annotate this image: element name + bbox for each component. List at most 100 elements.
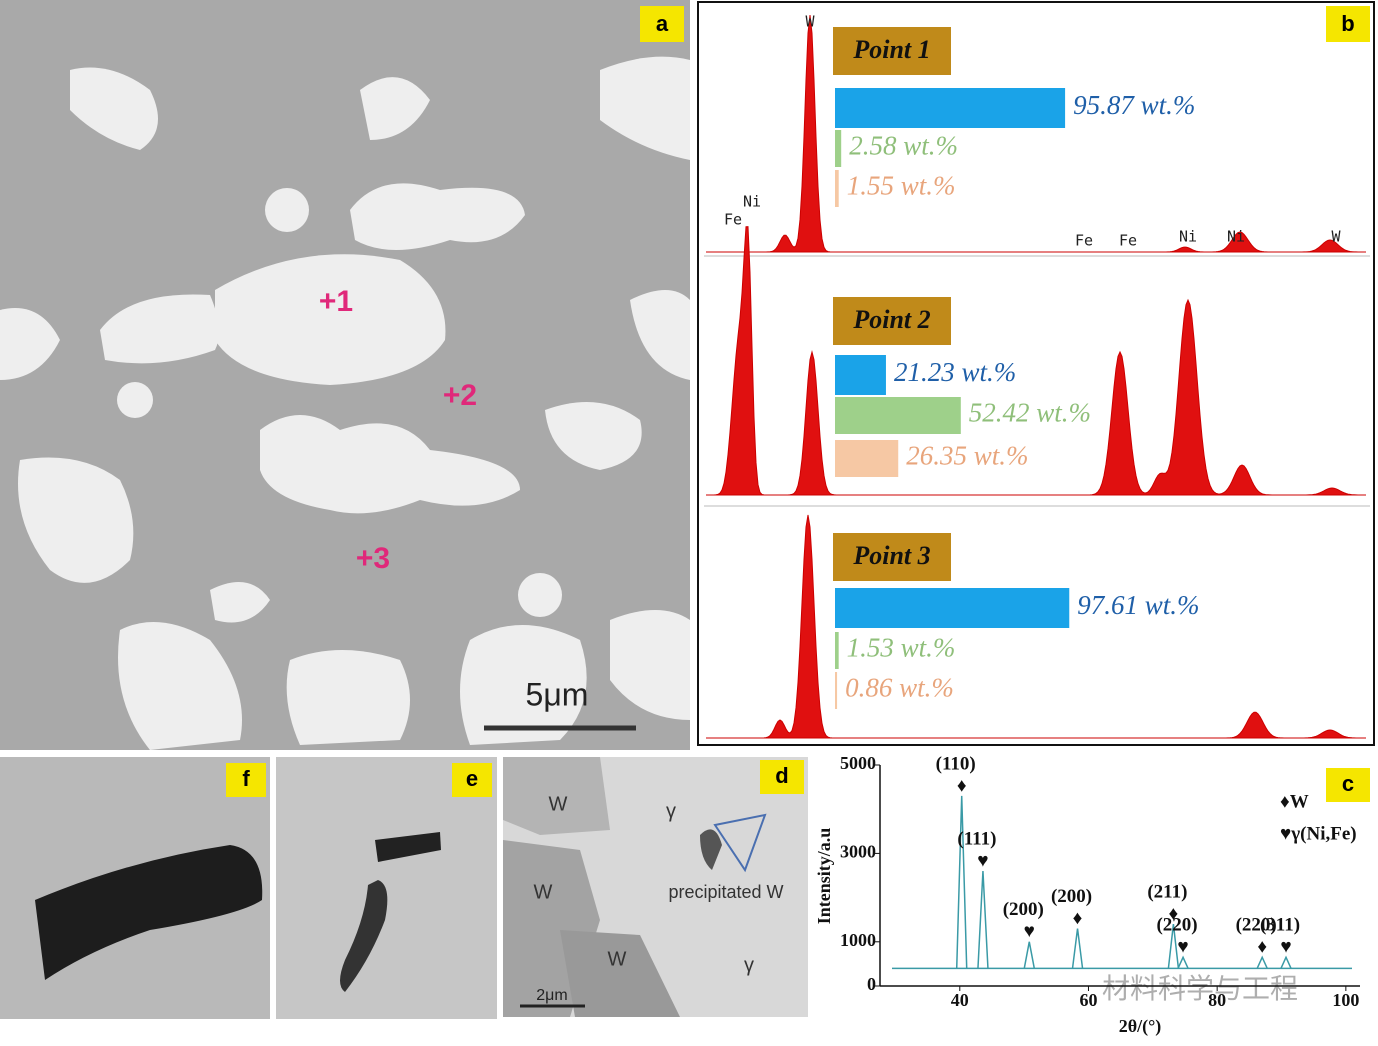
diffraction-peak <box>1177 955 1189 969</box>
diffraction-peak <box>955 795 968 969</box>
x-axis-label: 2θ/(°) <box>1119 1016 1162 1037</box>
panel-e: e <box>276 757 497 1019</box>
diffraction-peak <box>1071 928 1084 969</box>
peak-label: (220) <box>1236 915 1277 936</box>
peak-label: (111) <box>957 828 996 849</box>
value-label: 21.23 wt.% <box>894 357 1016 387</box>
panel-label-box <box>760 760 804 794</box>
x-tick-label: 100 <box>1332 990 1359 1010</box>
peak-label: (220) <box>1156 915 1197 936</box>
micrograph <box>276 757 497 1019</box>
spectrum <box>706 226 1366 496</box>
x-tick-label: 60 <box>1079 990 1097 1010</box>
value-label: 1.55 wt.% <box>847 171 956 201</box>
y-tick-label: 1000 <box>840 930 876 950</box>
element-label: Ni <box>1179 228 1197 246</box>
peak-marker: ♥ <box>1280 937 1291 958</box>
peak-marker: ♦ <box>1257 937 1267 958</box>
element-label: Fe <box>1075 232 1093 250</box>
y-axis-label: Intensity/a.u <box>814 828 834 925</box>
peak-marker: ♦ <box>1073 908 1083 929</box>
value-label: 52.42 wt.% <box>969 398 1091 428</box>
panel-label-box <box>226 763 266 797</box>
composition-bar <box>835 355 886 395</box>
composition-bar <box>835 588 1070 628</box>
panel-label: d <box>775 763 788 788</box>
annotation: precipitated W <box>668 882 783 902</box>
grain <box>560 930 680 1017</box>
particles <box>0 56 690 750</box>
composition-bar <box>835 170 839 207</box>
element-label: Fe <box>724 211 742 229</box>
element-label: W <box>1331 228 1341 246</box>
diffraction-peak <box>1280 955 1292 969</box>
y-tick-label: 3000 <box>840 842 876 862</box>
point-box <box>833 297 951 345</box>
watermark: 材料科学与工程 <box>1102 972 1298 1005</box>
peak-label: (200) <box>1051 886 1092 907</box>
value-label: 0.86 wt.% <box>845 673 954 703</box>
diffraction-peak <box>977 871 989 969</box>
panel-label-box <box>1326 768 1370 802</box>
precipitate <box>700 829 722 870</box>
peak-label: (211) <box>1147 881 1187 902</box>
x-tick-label: 40 <box>951 990 969 1010</box>
diffraction-peak <box>1167 924 1180 969</box>
spectrum <box>706 14 1366 253</box>
x-tick-label: 80 <box>1208 990 1226 1010</box>
composition-bar <box>835 632 839 669</box>
peak-label: (110) <box>936 753 976 774</box>
composition-bar <box>835 88 1066 128</box>
scale-bar-label: 2μm <box>536 987 567 1004</box>
point-name: Point 3 <box>852 541 930 570</box>
precipitate <box>35 845 263 980</box>
phase-label: γ <box>666 800 676 822</box>
point-marker: +2 <box>443 379 477 412</box>
value-label: 95.87 wt.% <box>1073 90 1195 120</box>
point-name: Point 1 <box>852 35 930 64</box>
arrow <box>713 813 767 873</box>
panel-label: c <box>1342 771 1354 796</box>
element-label: W <box>805 13 815 31</box>
panel-label: f <box>242 766 250 791</box>
scale-bar-label: 5μm <box>526 676 589 712</box>
panel-label: b <box>1341 11 1354 36</box>
precipitate <box>340 880 388 992</box>
phase-label: W <box>608 948 627 970</box>
panel-a: +1 +2 +3 5μm a <box>0 0 690 750</box>
peak-marker: ♦ <box>957 775 967 796</box>
point-marker: +3 <box>356 542 390 575</box>
panel-f: f <box>0 757 270 1019</box>
phase-label: W <box>534 881 553 903</box>
composition-bar <box>835 440 899 477</box>
value-label: 97.61 wt.% <box>1077 590 1199 620</box>
composition-bar <box>835 672 838 709</box>
panel-c: c Intensity/a.u 2θ/(°) ♦W ♥γ(Ni,Fe) 材料科学… <box>814 753 1370 1037</box>
diffraction-peak <box>1256 955 1268 969</box>
value-label: 2.58 wt.% <box>849 131 958 161</box>
panel-label-box <box>640 6 684 42</box>
point-marker: +1 <box>319 285 353 318</box>
legend-entry: ♥γ(Ni,Fe) <box>1280 823 1357 844</box>
spectrum <box>706 514 1366 739</box>
diffraction-peak <box>1023 941 1036 969</box>
element-label: Ni <box>1227 228 1245 246</box>
y-tick-label: 0 <box>867 974 876 994</box>
peak-marker: ♥ <box>1024 921 1035 942</box>
point-box <box>833 27 951 75</box>
precipitate <box>375 832 441 862</box>
panel-label: e <box>466 766 478 791</box>
y-tick-label: 5000 <box>840 753 876 773</box>
value-label: 26.35 wt.% <box>906 441 1028 471</box>
point-name: Point 2 <box>852 305 930 334</box>
peak-marker: ♦ <box>1169 903 1179 924</box>
panel-label-box <box>452 763 492 797</box>
panel-d: W W W γ γ precipitated W 2μm d <box>503 757 808 1017</box>
point-box <box>833 533 951 581</box>
composition-bar <box>835 130 842 167</box>
element-label: Fe <box>1119 232 1137 250</box>
panel-label: a <box>656 11 669 36</box>
panel-label-box <box>1326 6 1370 42</box>
